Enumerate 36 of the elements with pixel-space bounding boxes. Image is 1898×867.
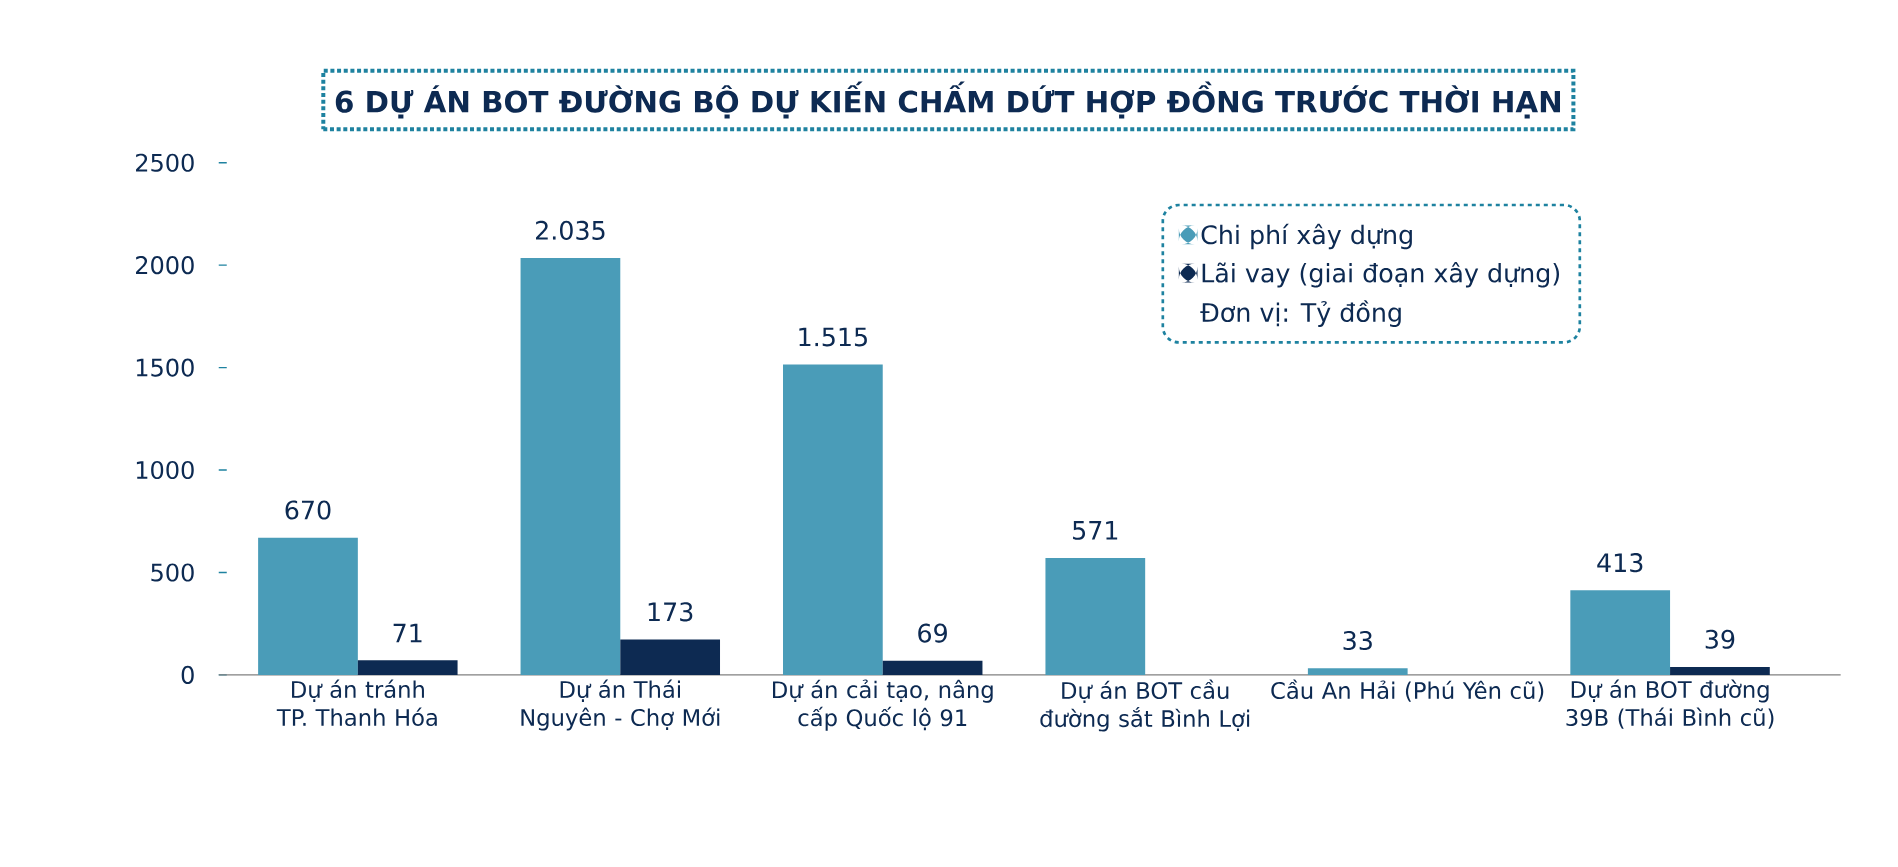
bar [882, 660, 983, 675]
data-label: 1.515 [799, 327, 867, 347]
data-label: 33 [1343, 630, 1372, 651]
y-tick-label: 2500 [136, 153, 194, 172]
y-tick-label: 1000 [136, 460, 194, 480]
x-tick-label: Dự án Thái Nguyên - Chợ Mới [521, 679, 720, 731]
data-label: 670 [285, 500, 331, 520]
bar [1045, 557, 1146, 675]
y-tick-label: 0 [181, 665, 194, 684]
x-tick-label: Dự án tránh TP. Thanh Hóa [276, 679, 437, 727]
data-label: 173 [648, 602, 693, 622]
data-label: 2.035 [536, 220, 605, 240]
data-label: 571 [1073, 521, 1118, 540]
x-tick-label: Dự án cải tạo, nâng cấp Quốc lộ 91 [773, 679, 993, 731]
x-tick-label: Dự án BOT cầu đường sắt Bình Lợi [1040, 679, 1250, 732]
legend-label: Chi phí xây dựng [1201, 223, 1412, 250]
data-label: 71 [393, 623, 422, 643]
bar [258, 537, 358, 675]
data-label: 39 [1705, 629, 1735, 649]
bar [520, 258, 621, 675]
y-tick-label: 500 [151, 563, 194, 582]
x-tick-label: Dự án BOT đường 39B (Thái Bình cũ) [1566, 679, 1774, 729]
bar [357, 660, 458, 675]
annotation: Đơn vị: Tỷ đồng [1200, 300, 1401, 327]
y-tick-label: 2000 [136, 256, 194, 275]
x-tick-label: Cầu An Hải (Phú Yên cũ) [1271, 679, 1544, 702]
y-tick-label: 1500 [136, 358, 194, 377]
data-label: 69 [918, 623, 947, 643]
bar [1570, 590, 1671, 675]
chart-title: 6 DỰ ÁN BOT ĐƯỜNG BỘ DỰ KIẾN CHẤM DỨT HỢP ĐỒNG TRƯỚC THỜI HẠN [335, 81, 1561, 119]
bar [783, 364, 883, 675]
legend-label: Lãi vay (giai đoạn xây dựng) [1202, 261, 1560, 288]
data-label: 413 [1597, 553, 1643, 573]
bar [1670, 666, 1770, 675]
bar [620, 639, 721, 675]
bar [1307, 668, 1408, 675]
